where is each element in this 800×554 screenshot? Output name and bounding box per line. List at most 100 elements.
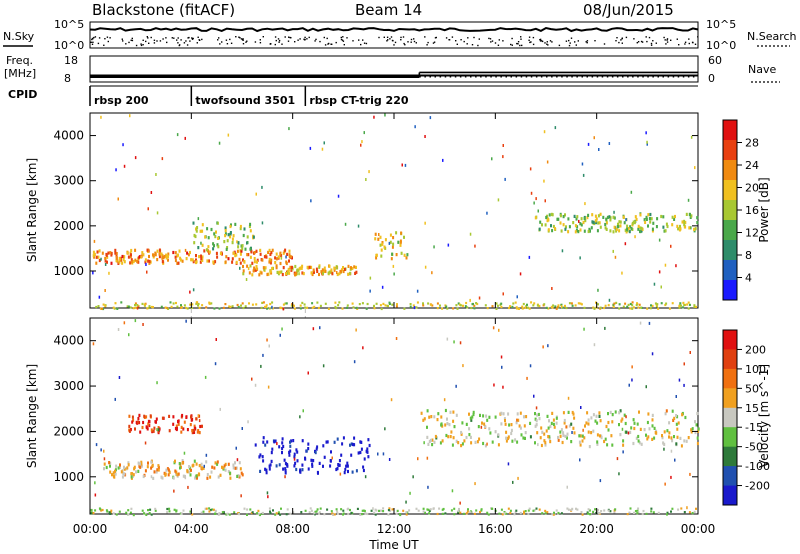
ground-scatter-cell [186, 307, 189, 310]
echo-cell [635, 436, 638, 440]
colorbar-tick-label: -100 [745, 460, 770, 473]
echo-cell [216, 243, 219, 247]
ground-scatter-cell [127, 509, 130, 512]
echo-cell [255, 265, 258, 269]
ground-scatter-cell [137, 305, 140, 308]
echo-cell [141, 251, 144, 255]
echo-cell [281, 447, 284, 451]
echo-cell [694, 227, 697, 231]
echo-cell [312, 268, 315, 272]
echo-cell [156, 468, 159, 472]
ground-scatter-cell [261, 301, 264, 304]
nsearch-dot [225, 39, 228, 41]
echo-cell [338, 459, 341, 463]
nsearch-dot [568, 44, 571, 47]
ground-scatter-cell [515, 306, 518, 309]
echo-cell [128, 429, 131, 433]
echo-cell [231, 237, 234, 241]
echo-cell [167, 252, 170, 256]
scatter-cell [122, 143, 124, 147]
nave-dot [257, 76, 259, 78]
ground-scatter-cell [197, 302, 200, 306]
ground-scatter-cell [509, 509, 512, 512]
ground-scatter-cell [301, 301, 304, 304]
ground-scatter-cell [233, 511, 236, 514]
echo-cell [200, 254, 202, 258]
ground-scatter-cell [173, 508, 176, 511]
nsearch-dot [92, 38, 94, 40]
ground-scatter-cell [453, 513, 456, 516]
echo-cell [249, 229, 252, 233]
ground-scatter-cell [115, 513, 118, 516]
nsearch-dot [327, 43, 329, 45]
colorbar-swatch [723, 280, 737, 301]
ground-scatter-cell [398, 513, 401, 516]
echo-cell [688, 226, 691, 230]
echo-cell [563, 421, 566, 425]
echo-cell [185, 415, 188, 419]
scatter-cell [486, 211, 488, 215]
echo-cell [142, 420, 145, 425]
scatter-cell [658, 270, 661, 274]
nave-dot [231, 76, 234, 78]
echo-cell [666, 429, 669, 433]
echo-cell [330, 268, 333, 272]
ground-scatter-cell [319, 304, 322, 307]
scatter-cell [443, 398, 446, 402]
ground-scatter-cell [127, 305, 130, 308]
nave-dot [211, 76, 214, 78]
echo-cell [261, 258, 264, 262]
scatter-cell [310, 199, 312, 203]
ground-scatter-cell [688, 303, 691, 306]
echo-cell [224, 234, 227, 238]
echo-cell [95, 255, 98, 259]
ground-scatter-cell [277, 511, 280, 514]
nsky-label: N.Sky [3, 30, 35, 43]
echo-cell [636, 422, 639, 426]
echo-cell [504, 422, 507, 426]
ground-scatter-cell [269, 302, 272, 306]
ground-scatter-cell [403, 307, 406, 310]
nsearch-dot [191, 37, 193, 39]
ground-scatter-cell [120, 301, 123, 304]
ground-scatter-cell [204, 507, 207, 510]
scatter-cell [630, 190, 633, 194]
scatter-cell [95, 443, 98, 447]
echo-cell [629, 225, 632, 229]
ground-scatter-cell [646, 307, 649, 310]
echo-cell [138, 255, 141, 259]
ground-scatter-cell [456, 307, 459, 310]
nsearch-dot [159, 40, 162, 42]
ground-scatter-cell [555, 509, 558, 512]
echo-cell [338, 272, 341, 276]
nsearch-dot [652, 40, 654, 42]
nsearch-dot [238, 36, 240, 38]
echo-cell [343, 267, 346, 271]
echo-cell [671, 223, 674, 227]
echo-cell [106, 260, 108, 264]
scatter-cell [369, 276, 372, 280]
echo-cell [202, 466, 205, 470]
scatter-cell [587, 142, 590, 146]
echo-cell [294, 461, 297, 465]
echo-cell [109, 470, 112, 474]
nave-dot [166, 76, 168, 78]
echo-cell [155, 420, 157, 424]
nave-dot [272, 76, 274, 78]
ground-scatter-cell [467, 508, 469, 511]
nsearch-dot [621, 42, 623, 44]
echo-cell [630, 426, 633, 430]
scatter-cell [337, 194, 340, 198]
scatter-cell [567, 396, 570, 400]
ground-scatter-cell [225, 513, 228, 516]
colorbar-tick-label: 15 [745, 402, 759, 415]
echo-cell [581, 439, 584, 443]
nave-dot [130, 76, 132, 78]
nsearch-tick-high: 10^5 [706, 18, 736, 31]
echo-cell [112, 474, 115, 478]
echo-cell [137, 469, 140, 473]
echo-cell [151, 463, 154, 467]
echo-cell [256, 258, 259, 262]
colorbar-swatch [723, 407, 737, 428]
echo-cell [229, 471, 232, 475]
